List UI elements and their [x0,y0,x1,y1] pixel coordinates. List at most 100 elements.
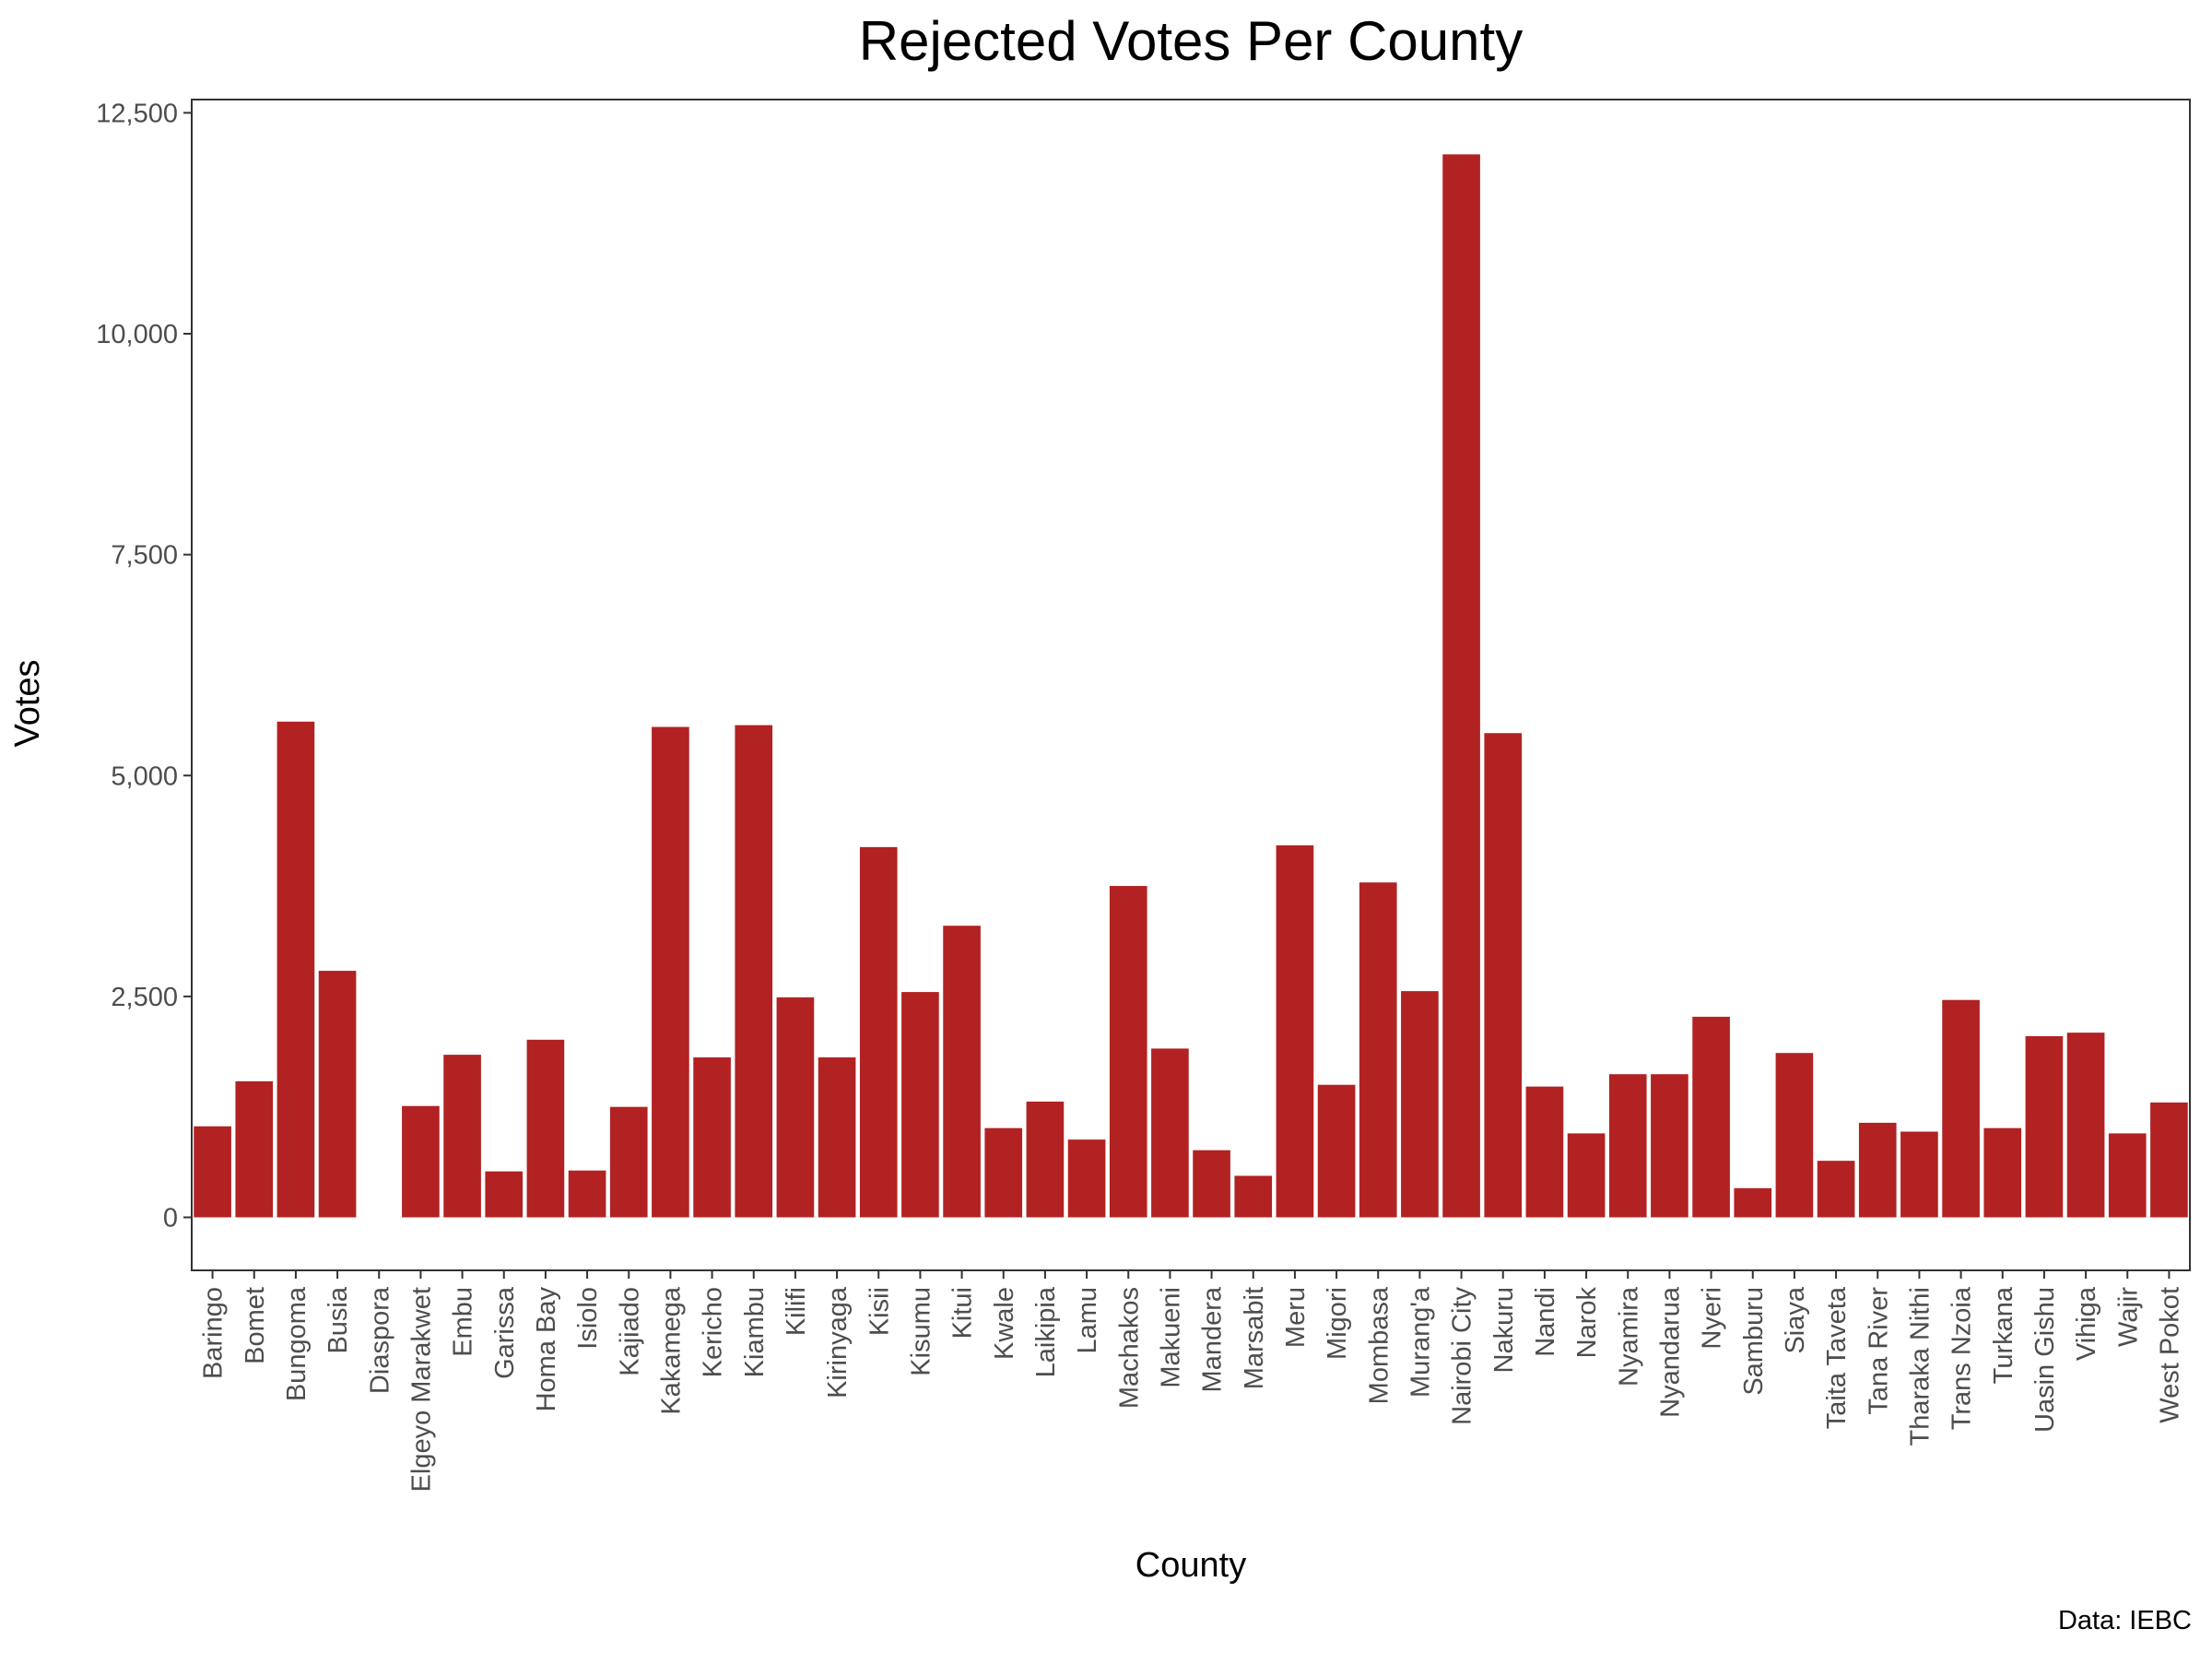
bar-mombasa [1359,882,1397,1218]
x-tick-label: Kisumu [906,1287,935,1376]
x-tick-label: Nakuru [1489,1287,1519,1374]
y-tick-label: 12,500 [96,99,178,128]
bar-kiambu [735,725,773,1218]
bar-kirinyaga [818,1057,856,1218]
bar-nakuru [1484,733,1523,1218]
bar-vihiga [2066,1033,2105,1218]
bar-nairobi-city [1442,154,1480,1218]
x-tick-label: Kiambu [740,1287,770,1377]
x-tick-label: Nyeri [1698,1287,1727,1350]
bar-kwale [984,1127,1023,1218]
y-tick-label: 0 [163,1203,178,1233]
x-tick-label: Murang'a [1406,1286,1435,1398]
x-tick-label: Embu [449,1287,478,1357]
x-tick-label: Wajir [2113,1287,2143,1347]
bar-kericho [693,1057,731,1218]
x-tick-label: Kakamega [656,1286,686,1415]
x-tick-label: Meru [1281,1287,1311,1348]
x-tick-label: Diaspora [365,1286,394,1394]
bar-nandi [1525,1086,1564,1218]
x-tick-label: Samburu [1739,1287,1769,1396]
bar-baringo [194,1126,231,1218]
x-tick-label: Isiolo [573,1287,603,1350]
bar-machakos [1109,886,1147,1218]
x-tick-label: Nyamira [1614,1286,1643,1387]
bar-meru [1276,844,1314,1218]
x-tick-label: Nandi [1531,1287,1560,1357]
x-tick-label: Machakos [1114,1287,1144,1409]
x-tick-label: Taita Taveta [1822,1286,1852,1429]
x-tick-label: Turkana [1989,1286,2018,1384]
bar-busia [318,971,357,1218]
bar-kilifi [776,997,815,1218]
bar-kajiado [609,1106,648,1218]
bar-bomet [235,1080,274,1218]
x-tick-label: Garissa [490,1286,520,1379]
x-tick-label: West Pokot [2155,1287,2184,1423]
bar-taita-taveta [1817,1161,1855,1218]
y-tick-label: 5,000 [111,761,178,791]
bar-kakamega [652,726,689,1218]
y-tick-label: 2,500 [111,983,178,1012]
x-tick-label: Nairobi City [1448,1287,1477,1425]
bar-migori [1317,1084,1356,1218]
x-tick-label: Elgeyo Marakwet [406,1287,436,1492]
bar-kitui [943,926,981,1218]
bar-west-pokot [2150,1102,2188,1218]
x-tick-label: Bungoma [282,1286,312,1401]
bar-samburu [1734,1187,1772,1218]
x-axis-title: County [1135,1546,1246,1585]
x-axis: Baringo Bomet Bungoma Busia Diaspora Elgeyo M… [199,1270,2184,1492]
x-tick-label: Kilifi [782,1287,811,1336]
bar-narok [1567,1133,1606,1218]
y-tick-label: 7,500 [111,541,178,571]
x-tick-label: Kirinyaga [823,1286,853,1398]
chart-title: Rejected Votes Per County [859,10,1523,72]
x-tick-label: Tana River [1864,1287,1893,1415]
x-tick-label: Homa Bay [532,1287,561,1412]
x-tick-label: Tharaka Nithi [1905,1287,1935,1446]
bar-tharaka-nithi [1900,1131,1938,1218]
bar-marsabit [1234,1175,1273,1218]
x-tick-label: Baringo [199,1287,229,1379]
y-axis: 0 2,500 5,000 7,500 10,000 12,500 [96,99,192,1233]
bars-layer [194,154,2188,1218]
x-tick-label: Busia [324,1286,353,1353]
x-tick-label: Kwale [990,1287,1019,1360]
bar-lamu [1067,1139,1106,1218]
x-tick-label: Narok [1572,1287,1602,1359]
x-tick-label: Nyandarua [1655,1286,1685,1418]
bar-makueni [1151,1048,1189,1218]
bar-turkana [1983,1127,2022,1218]
bar-elgeyo-marakwet [402,1105,440,1218]
x-tick-label: Kajiado [615,1287,644,1376]
y-tick-label: 10,000 [96,320,178,349]
x-tick-label: Bomet [241,1287,270,1364]
bar-homa-bay [526,1039,565,1218]
bar-tana-river [1858,1122,1897,1218]
bar-trans-nzoia [1942,999,1980,1218]
x-tick-label: Kericho [699,1287,728,1377]
data-source-caption: Data: IEBC [2058,1606,2192,1635]
x-tick-label: Lamu [1073,1287,1102,1354]
bar-nyamira [1608,1074,1647,1218]
bar-kisumu [901,992,939,1218]
x-tick-label: Vihiga [2072,1286,2101,1361]
x-tick-label: Trans Nzoia [1947,1286,1977,1430]
bar-bungoma [276,721,315,1218]
y-axis-title: Votes [8,659,47,747]
bar-wajir [2108,1133,2147,1218]
bar-siaya [1775,1053,1814,1218]
bar-isiolo [568,1170,606,1218]
bar-embu [443,1055,481,1218]
bar-laikipia [1026,1101,1065,1218]
x-tick-label: Marsabit [1240,1287,1269,1389]
x-tick-label: Siaya [1781,1286,1810,1353]
bar-nyeri [1692,1016,1730,1218]
bar-kisii [859,846,898,1218]
x-tick-label: Uasin Gishu [2030,1287,2060,1433]
bar-nyandarua [1651,1074,1688,1218]
plot-panel-border [191,99,2191,1271]
bar-uasin-gishu [2025,1036,2064,1218]
